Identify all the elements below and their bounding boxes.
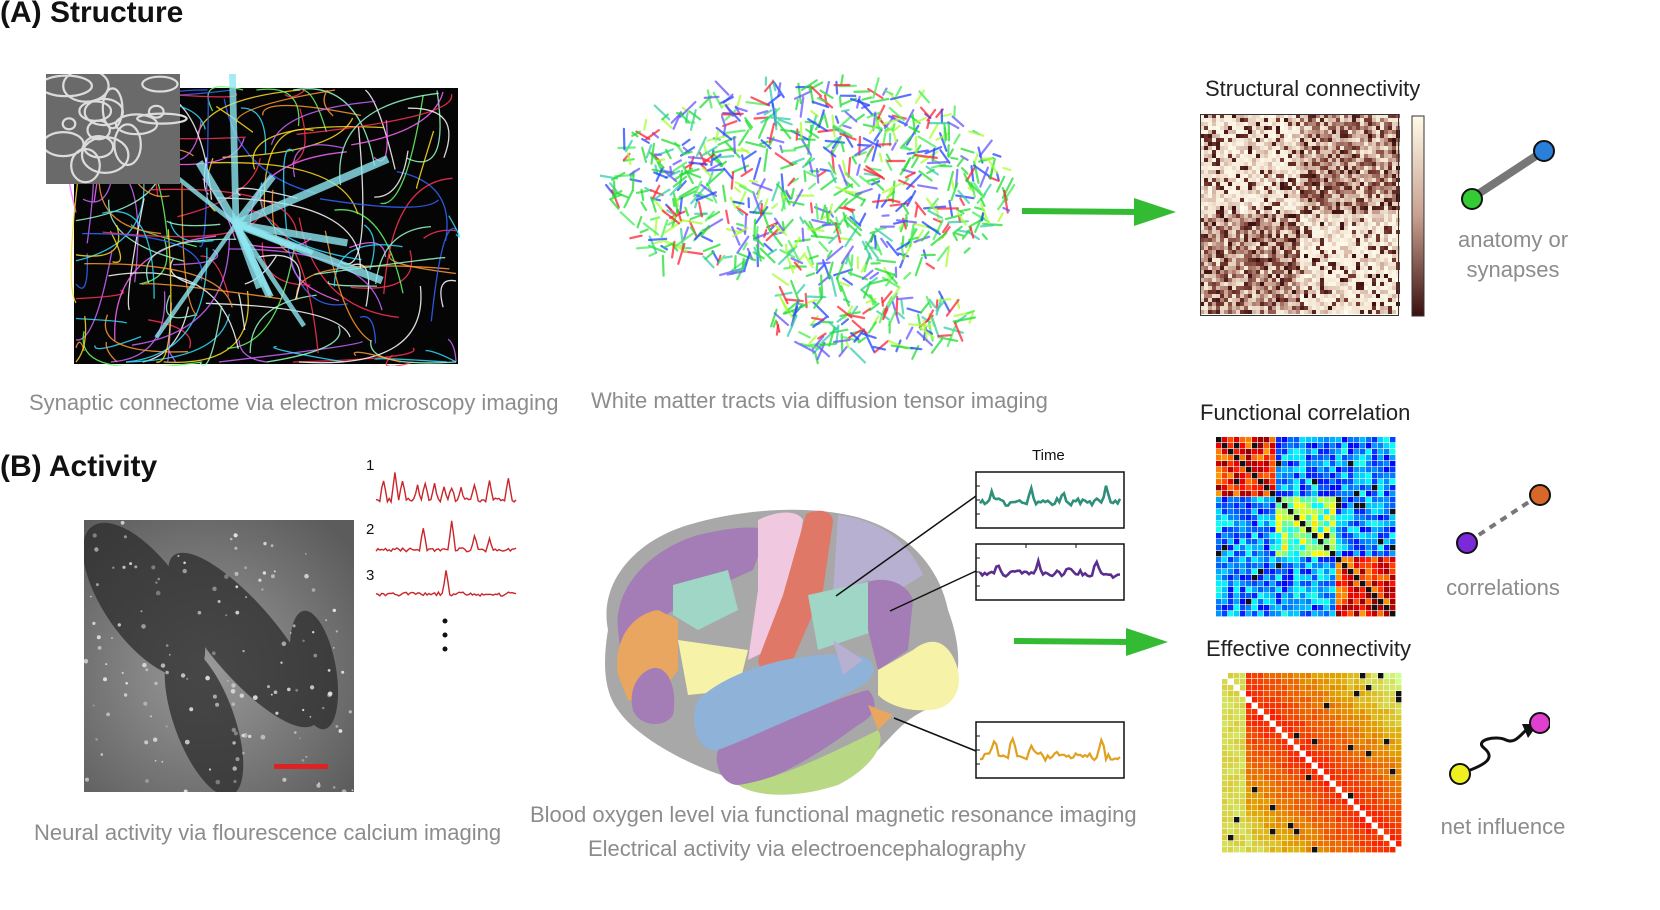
calcium-traces (375, 472, 517, 652)
ellipsis-dot (442, 646, 448, 652)
em-caption: Synaptic connectome via electron microsc… (29, 390, 559, 415)
structural-connectivity-matrix (1200, 114, 1425, 317)
structure-heading: (A) Structure (0, 0, 184, 29)
trace-label-3: 3 (366, 567, 375, 584)
blue-node-icon (1533, 140, 1555, 162)
trace-label-1: 1 (366, 457, 375, 474)
calcium-imaging-image (84, 520, 354, 792)
ellipsis-dot (442, 632, 448, 638)
scale-bar (274, 764, 328, 769)
activity-heading: (B) Activity (0, 450, 158, 483)
fmri-caption: Blood oxygen level via functional magnet… (530, 802, 1137, 827)
eeg-caption: Electrical activity via electroencephalo… (588, 836, 1026, 861)
arrow-activity (1014, 628, 1168, 656)
green-node-icon (1461, 188, 1483, 210)
structural-edge-label-line2: synapses (1466, 257, 1560, 282)
structural-connectivity-title: Structural connectivity (1205, 76, 1421, 101)
structural-edge-label-line1: anatomy or (1457, 227, 1569, 252)
parcellated-brain-image (605, 509, 959, 795)
trace-label-2: 2 (366, 521, 375, 538)
dti-tractography-image (600, 74, 1016, 365)
functional-edge-label: correlations (1446, 575, 1560, 600)
arrow-structure (1022, 198, 1176, 226)
effective-connectivity-title: Effective connectivity (1206, 636, 1412, 661)
effective-connectivity-matrix (1222, 673, 1402, 853)
effective-edge-label: net influence (1440, 814, 1566, 839)
functional-edge-icon (1456, 484, 1551, 554)
purple-node-icon (1456, 532, 1478, 554)
effective-edge-icon (1449, 712, 1550, 785)
structural-edge-label: anatomy or synapses (1440, 225, 1586, 285)
em-connectome-image (46, 74, 460, 366)
functional-correlation-title: Functional correlation (1200, 400, 1411, 425)
calcium-caption: Neural activity via flourescence calcium… (34, 820, 502, 845)
structural-edge-icon (1461, 140, 1555, 210)
time-label: Time (1032, 447, 1065, 464)
magenta-node-icon (1529, 712, 1550, 734)
ellipsis-dot (442, 618, 448, 624)
yellow-node-icon (1449, 763, 1471, 785)
orange-node-icon (1529, 484, 1551, 506)
bold-time-series (835, 471, 1125, 779)
dti-caption: White matter tracts via diffusion tensor… (591, 388, 1048, 413)
functional-correlation-matrix (1216, 437, 1396, 617)
